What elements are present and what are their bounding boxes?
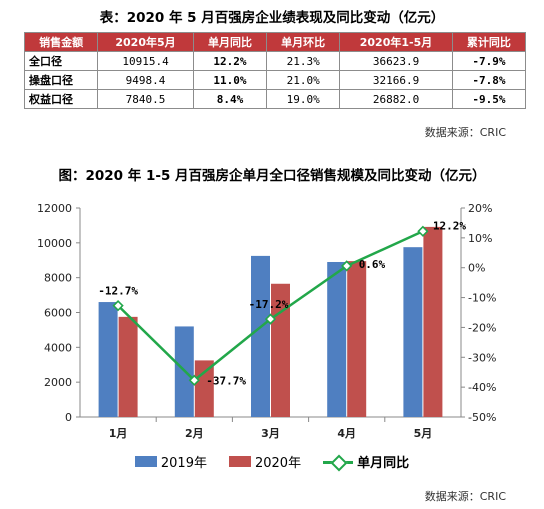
y2-tick-label: 10% (468, 232, 492, 245)
table-header-row: 销售金额 2020年5月 单月同比 单月环比 2020年1-5月 累计同比 (23, 32, 527, 52)
cell-may: 9498.4 (97, 70, 194, 90)
chart-source: 数据来源：CRIC (424, 490, 506, 503)
y-tick-label: 10000 (37, 237, 72, 250)
x-tick-label: 1月 (109, 427, 128, 440)
legend-item-2020: 2020年 (228, 452, 302, 471)
y-tick-label: 4000 (44, 341, 72, 354)
cell-ytd-yoy: -7.9% (451, 51, 527, 71)
legend-swatch-2019 (134, 456, 157, 467)
cell-ytd-yoy: -9.5% (451, 89, 527, 109)
x-tick-label: 2月 (185, 427, 204, 440)
legend-label-2019: 2019年 (160, 456, 207, 471)
cell-ytd-yoy: -7.8% (451, 70, 527, 90)
cell-ytd: 32166.9 (339, 70, 453, 90)
yoy-point (188, 374, 200, 386)
bar-2020 (423, 226, 443, 417)
bar-2019 (327, 261, 347, 417)
cell-mom: 19.0% (266, 89, 341, 109)
table-row: 全口径 10915.4 12.2% 21.3% 36623.9 -7.9% (23, 51, 527, 71)
header-cell: 单月环比 (266, 32, 341, 52)
y-tick-label: 8000 (44, 272, 72, 285)
header-cell: 累计同比 (451, 32, 527, 52)
cell-may: 10915.4 (97, 51, 194, 71)
bar-2019 (251, 255, 270, 417)
cell-may: 7840.5 (97, 89, 194, 109)
table-row: 操盘口径 9498.4 11.0% 21.0% 32166.9 -7.8% (23, 70, 527, 90)
yoy-point (341, 260, 353, 272)
header-cell: 销售金额 (23, 32, 99, 52)
y-tick-label: 12000 (37, 202, 72, 215)
y2-tick-label: -10% (468, 292, 496, 305)
cell-yoy: 11.0% (192, 70, 268, 90)
legend-item-2019: 2019年 (134, 452, 207, 471)
y2-tick-label: -50% (468, 411, 496, 424)
chart-canvas: 0 2000 4000 6000 8000 10000 12000 -50% -40% -30% -… (37, 202, 496, 440)
legend-item-yoy: 单月同比 (323, 452, 409, 471)
bar-2020 (194, 360, 214, 417)
y2-tick-label: -40% (468, 381, 496, 394)
x-tick-label: 5月 (414, 427, 433, 440)
legend-label-yoy: 单月同比 (357, 456, 410, 471)
y2-tick-label: 20% (468, 202, 492, 215)
legend-label-2020: 2020年 (254, 456, 302, 471)
yoy-data-label: -12.7% (98, 285, 138, 298)
cell-ytd: 26882.0 (339, 89, 453, 109)
yoy-data-label: 12.2% (433, 219, 466, 232)
bar-2020 (118, 316, 138, 417)
cell-mom: 21.3% (266, 51, 341, 71)
bar-2020 (347, 261, 367, 417)
table-source: 数据来源：CRIC (424, 126, 506, 139)
yoy-data-label: 0.6% (359, 258, 386, 271)
yoy-point (417, 225, 429, 237)
row-label: 操盘口径 (23, 70, 99, 90)
yoy-point (264, 313, 277, 325)
yoy-data-label: -17.2% (249, 298, 289, 311)
y-tick-label: 2000 (44, 376, 72, 389)
table-row: 权益口径 7840.5 8.4% 19.0% 26882.0 -9.5% (23, 89, 527, 109)
header-cell: 单月同比 (192, 32, 268, 52)
row-label: 全口径 (23, 51, 99, 71)
yoy-data-label: -37.7% (206, 374, 246, 387)
bar-2020 (271, 283, 290, 417)
header-cell: 2020年5月 (97, 32, 194, 52)
stats-table: 销售金额 2020年5月 单月同比 单月环比 2020年1-5月 累计同比 全口… (23, 32, 527, 109)
cell-mom: 21.0% (266, 70, 341, 90)
bar-2019 (98, 302, 118, 417)
chart-legend: 2019年 2020年 单月同比 (0, 452, 544, 471)
cell-yoy: 8.4% (192, 89, 268, 109)
y2-tick-label: -20% (468, 321, 496, 334)
cell-ytd: 36623.9 (339, 51, 453, 71)
y-tick-label: 0 (65, 411, 72, 424)
yoy-point (112, 300, 124, 312)
cell-yoy: 12.2% (192, 51, 268, 71)
y-tick-label: 6000 (44, 307, 72, 320)
legend-swatch-2020 (228, 456, 251, 467)
x-tick-label: 4月 (337, 427, 356, 440)
header-cell: 2020年1-5月 (339, 32, 453, 52)
row-label: 权益口径 (23, 89, 99, 109)
legend-swatch-yoy (323, 455, 354, 469)
x-tick-label: 3月 (261, 427, 280, 440)
chart-title: 图：2020 年 1-5 月百强房企单月全口径销售规模及同比变动（亿元） (58, 168, 486, 184)
table-title: 表：2020 年 5 月百强房企业绩表现及同比变动（亿元） (99, 10, 445, 26)
y2-tick-label: -30% (468, 351, 496, 364)
bar-2019 (403, 247, 423, 417)
y2-tick-label: 0% (468, 262, 485, 275)
